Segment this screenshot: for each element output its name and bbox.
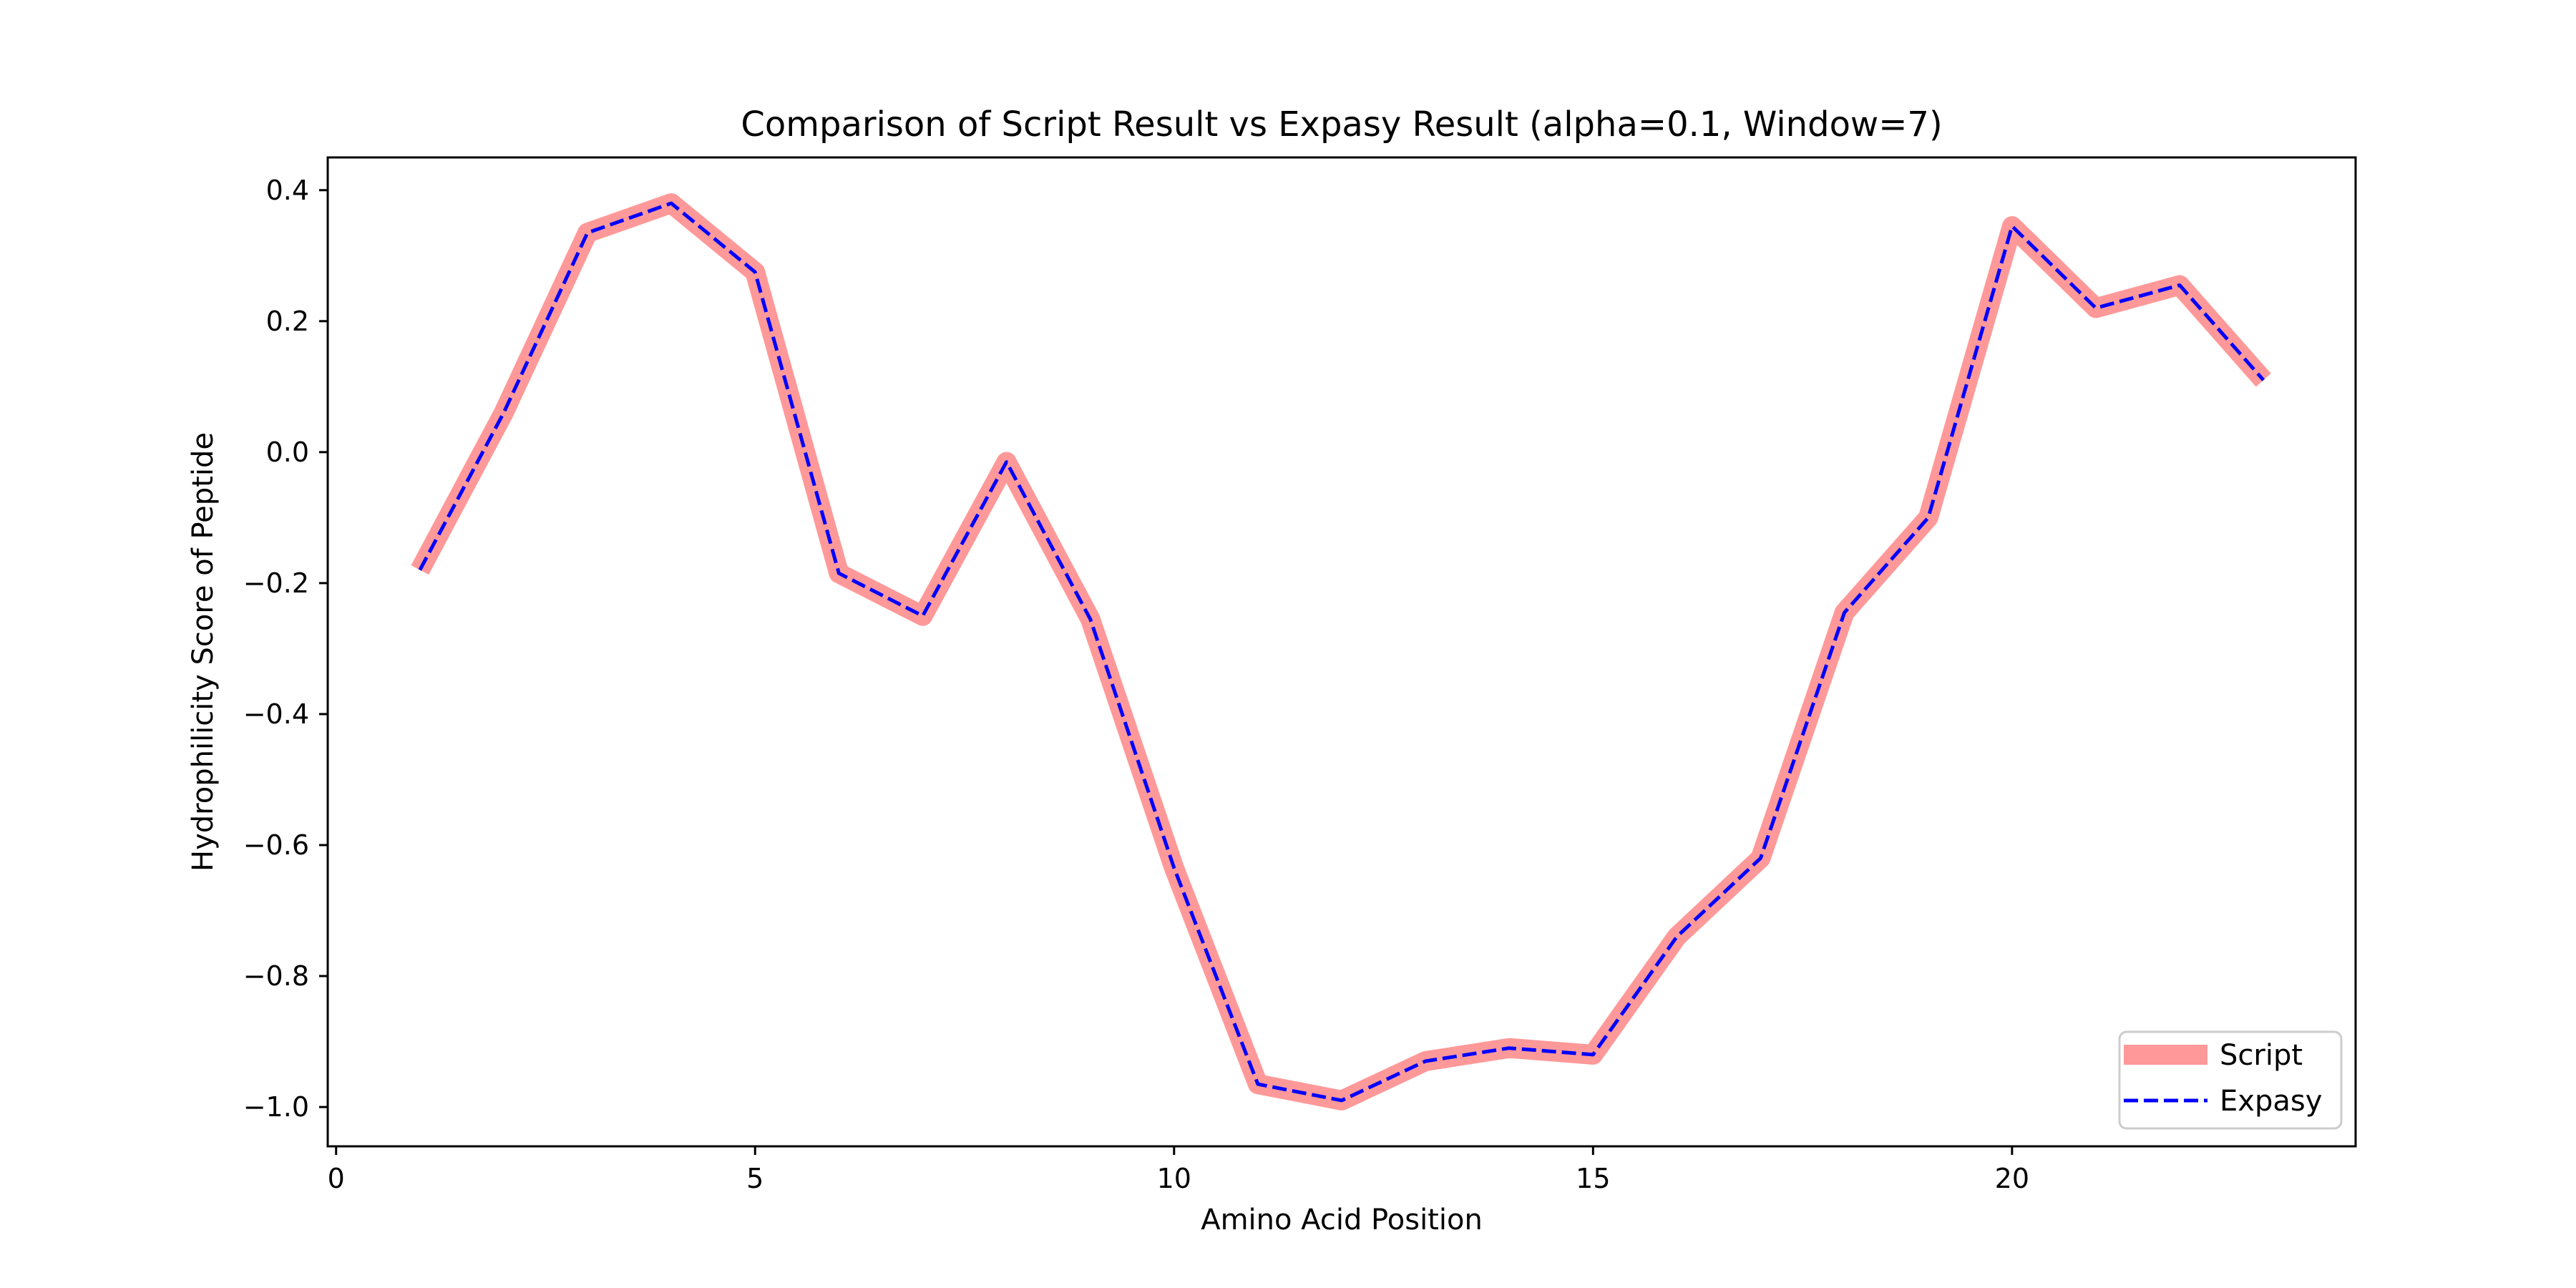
y-tick-label: 0.2 — [266, 306, 309, 337]
legend: Script Expasy — [2118, 1030, 2343, 1130]
x-tick-label: 5 — [746, 1163, 763, 1194]
plot-frame — [326, 156, 2357, 1148]
x-tick-label: 10 — [1157, 1163, 1191, 1194]
x-axis: 0 5 10 15 20 — [328, 1146, 2029, 1194]
x-tick-label: 15 — [1576, 1163, 1610, 1194]
legend-label-expasy: Expasy — [2220, 1085, 2322, 1118]
x-tick-label: 0 — [328, 1163, 345, 1194]
y-tick-label: −0.6 — [243, 829, 309, 861]
series-layer — [411, 193, 2271, 1111]
y-tick-label: −0.4 — [243, 698, 309, 730]
y-tick-label: 0.4 — [266, 175, 309, 206]
y-tick-label: −0.2 — [243, 567, 309, 599]
y-axis: 0.4 0.2 0.0 −0.2 −0.4 −0.6 −0.8 −1.0 — [243, 175, 328, 1123]
y-tick-label: −0.8 — [243, 960, 309, 992]
y-axis-label: Hydrophilicity Score of Peptide — [187, 432, 220, 872]
y-tick-label: 0.0 — [266, 436, 309, 468]
x-axis-label: Amino Acid Position — [1201, 1204, 1483, 1236]
series-line-expasy — [418, 201, 2265, 1103]
x-tick-label: 20 — [1995, 1163, 2029, 1194]
y-tick-label: −1.0 — [243, 1091, 309, 1123]
legend-label-script: Script — [2220, 1039, 2303, 1072]
chart-title: Comparison of Script Result vs Expasy Re… — [741, 104, 1942, 145]
